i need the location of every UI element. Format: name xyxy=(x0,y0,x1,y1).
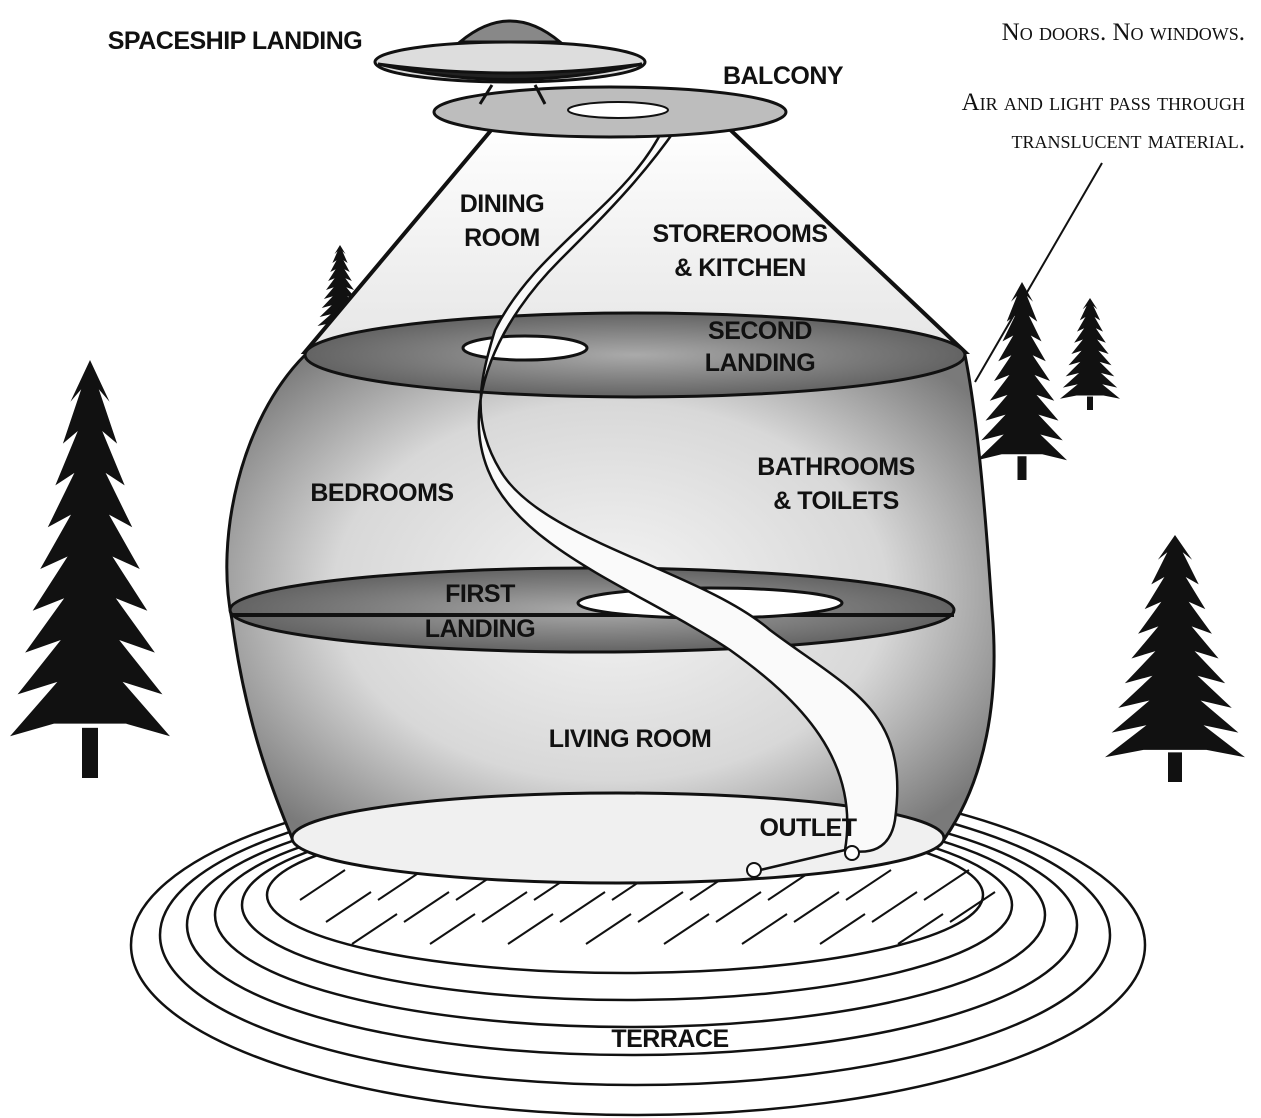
terrace-hatch xyxy=(560,892,605,922)
terrace-hatch xyxy=(794,892,839,922)
terrace-hatch xyxy=(742,914,787,944)
terrace-hatch xyxy=(430,914,475,944)
terrace-hatch xyxy=(352,914,397,944)
terrace-hatch xyxy=(872,892,917,922)
label-line: LIVING ROOM xyxy=(549,725,712,753)
balcony-hole xyxy=(568,102,668,118)
label: OUTLET xyxy=(760,814,857,842)
second-landing-hole xyxy=(463,336,587,360)
label-line: LANDING xyxy=(425,615,535,643)
label-line: Air and light pass through xyxy=(962,89,1245,116)
terrace-hatch xyxy=(326,892,371,922)
tree-trunk xyxy=(1168,752,1182,782)
label-line: STOREROOMS xyxy=(652,220,827,248)
terrace-hatch xyxy=(404,892,449,922)
label-line: LANDING xyxy=(705,349,815,377)
label: BEDROOMS xyxy=(310,479,453,507)
terrace-hatch xyxy=(482,892,527,922)
label-line: SECOND xyxy=(708,317,812,345)
tree xyxy=(1060,298,1120,399)
label-line: BALCONY xyxy=(723,62,844,90)
second-landing-disc xyxy=(305,313,965,397)
outlet-ball xyxy=(845,846,859,860)
terrace-hatch xyxy=(820,914,865,944)
terrace-hatch xyxy=(300,870,345,900)
label: BALCONY xyxy=(723,62,844,90)
label-line: DINING xyxy=(460,190,545,218)
label: LIVING ROOM xyxy=(549,725,712,753)
label: SPACESHIP LANDING xyxy=(108,27,363,55)
terrace-hatch xyxy=(638,892,683,922)
terrace-hatch xyxy=(846,870,891,900)
label-line: ROOM xyxy=(464,224,540,252)
tree-trunk xyxy=(82,728,98,778)
tree xyxy=(1105,535,1245,757)
tree-trunk xyxy=(1087,397,1093,410)
terrace-hatch xyxy=(586,914,631,944)
terrace-hatch xyxy=(924,870,969,900)
outlet-ball xyxy=(747,863,761,877)
label-line: TERRACE xyxy=(611,1025,728,1053)
label-line: BATHROOMS xyxy=(757,453,915,481)
tree xyxy=(977,282,1067,460)
label-line: No doors. No windows. xyxy=(1002,19,1245,46)
label-line: OUTLET xyxy=(760,814,857,842)
label-line: & TOILETS xyxy=(773,487,899,515)
terrace-hatch xyxy=(664,914,709,944)
label-line: FIRST xyxy=(445,580,515,608)
label-line: SPACESHIP LANDING xyxy=(108,27,363,55)
diagram: SPACESHIP LANDING BALCONY DINING ROOM STO… xyxy=(0,0,1261,1118)
label-line: translucent material. xyxy=(1012,127,1246,154)
terrace-hatch xyxy=(950,892,995,922)
terrace-hatch xyxy=(508,914,553,944)
note: No doors. No windows. Air and light pass … xyxy=(962,19,1245,154)
tree-trunk xyxy=(1018,456,1027,480)
terrace-hatch xyxy=(716,892,761,922)
label-line: & KITCHEN xyxy=(674,254,806,282)
label: TERRACE xyxy=(611,1025,728,1053)
tree xyxy=(10,360,170,736)
label-line: BEDROOMS xyxy=(310,479,453,507)
